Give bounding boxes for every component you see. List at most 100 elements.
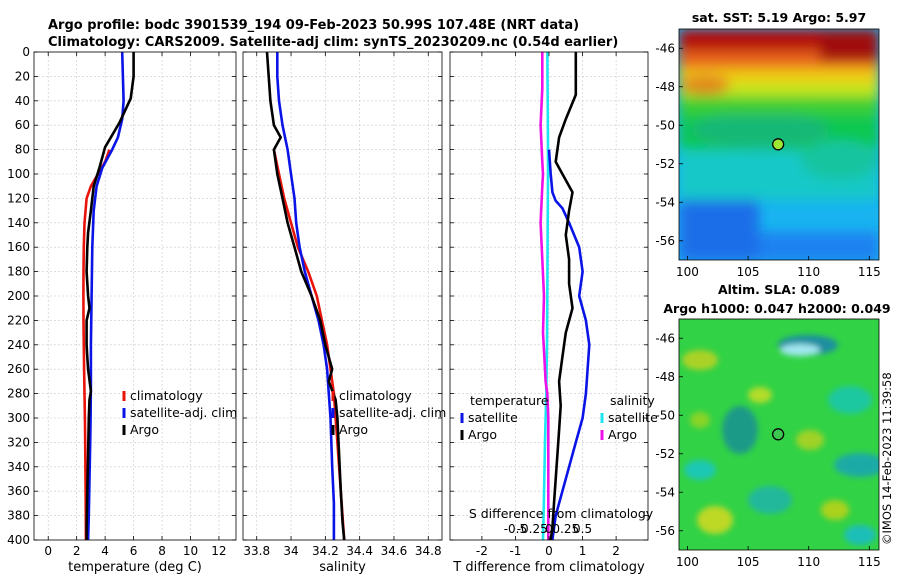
x-tick-label: 8	[158, 544, 166, 558]
x-tick-label: 4	[101, 544, 109, 558]
y-tick-label: 320	[7, 435, 30, 449]
x-tick-label: 34	[283, 544, 298, 558]
map-y-tick-label: -52	[655, 447, 675, 461]
x-tick-label: 1	[579, 544, 587, 558]
y-tick-label: 160	[7, 240, 30, 254]
x-tick-label: 6	[130, 544, 138, 558]
x-axis-label: temperature (deg C)	[68, 560, 202, 575]
y-tick-label: 0	[22, 45, 30, 59]
x-tick-label: 2	[73, 544, 81, 558]
legend-group-title: temperature	[470, 393, 549, 408]
temperature-panel: 0204060801001201401601802002202402602803…	[7, 45, 237, 575]
y-tick-label: 240	[7, 338, 30, 352]
y-tick-label: 100	[7, 167, 30, 181]
legend-label: Argo	[608, 427, 637, 442]
legend-label: satellite	[468, 410, 518, 425]
map-y-tick-label: -46	[655, 41, 675, 55]
map-y-tick-label: -48	[655, 370, 675, 384]
sst-map-panel: sat. SST: 5.19 Argo: 5.97 100 105 110 115 -4…	[655, 10, 880, 279]
y-tick-label: 340	[7, 460, 30, 474]
map-x-tick-label: 100	[676, 265, 699, 279]
sst-map-title: sat. SST: 5.19 Argo: 5.97	[692, 10, 866, 25]
x-tick-label: 10	[183, 544, 198, 558]
secondary-x-axis-label: S difference from climatology	[469, 506, 654, 521]
map-x-tick-label: 100	[676, 555, 699, 569]
x-tick-label: 0	[545, 544, 553, 558]
x-tick-label: 34.8	[415, 544, 442, 558]
sla-map-panel: Altim. SLA: 0.089 Argo h1000: 0.047 h200…	[655, 282, 890, 569]
x-tick-label: 2	[612, 544, 620, 558]
legend-label: satellite	[608, 410, 658, 425]
y-tick-label: 80	[15, 143, 30, 157]
map-y-tick-label: -54	[655, 195, 675, 209]
secondary-x-tick-label: 0	[545, 522, 553, 536]
legend-label: satellite-adj. clim	[130, 405, 237, 420]
series-line-argo	[265, 51, 346, 541]
y-tick-label: 120	[7, 191, 30, 205]
sla-map-subtitle: Argo h1000: 0.047 h2000: 0.049	[663, 301, 890, 316]
series-line-climatology	[82, 149, 111, 541]
y-tick-label: 380	[7, 509, 30, 523]
header-line-1: Argo profile: bodc 3901539_194 09-Feb-20…	[48, 18, 579, 33]
series-line-satellite-adj-clim	[275, 52, 336, 540]
imos-watermark: ©IMOS 14-Feb-2023 11:39:58	[880, 372, 894, 545]
x-axis-label: T difference from climatology	[452, 560, 645, 575]
y-tick-label: 20	[15, 69, 30, 83]
x-tick-label: 33.8	[243, 544, 270, 558]
y-tick-label: 60	[15, 118, 30, 132]
y-tick-label: 400	[7, 533, 30, 547]
x-tick-label: 34.6	[381, 544, 408, 558]
series-line-argo	[85, 52, 135, 540]
legend-label: Argo	[468, 427, 497, 442]
y-tick-label: 180	[7, 265, 30, 279]
x-tick-label: 0	[44, 544, 52, 558]
y-tick-label: 280	[7, 387, 30, 401]
salinity-panel: 33.8 34 34.2 34.4 34.6 34.8 salinity climatolog…	[242, 51, 446, 575]
secondary-x-tick-label: -0.5	[504, 522, 527, 536]
y-tick-label: 220	[7, 313, 30, 327]
series-line-temperature-satellite	[547, 149, 591, 541]
map-x-tick-label: 110	[797, 265, 820, 279]
map-y-tick-label: -50	[655, 408, 675, 422]
map-y-tick-label: -52	[655, 157, 675, 171]
x-tick-label: 34.2	[312, 544, 339, 558]
y-tick-label: 360	[7, 484, 30, 498]
legend-label: climatology	[339, 388, 412, 403]
difference-panel: -2 -1 0 1 2 T difference from climatology temp…	[449, 51, 658, 575]
map-y-tick-label: -56	[655, 524, 675, 538]
map-x-tick-label: 115	[858, 265, 881, 279]
sla-map-title: Altim. SLA: 0.089	[718, 282, 840, 297]
header-line-2: Climatology: CARS2009. Satellite-adj cli…	[48, 35, 618, 50]
y-tick-label: 300	[7, 411, 30, 425]
legend-group-title: salinity	[610, 393, 655, 408]
x-tick-label: -1	[509, 544, 521, 558]
legend-label: climatology	[130, 388, 203, 403]
map-y-tick-label: -56	[655, 234, 675, 248]
map-x-tick-label: 105	[737, 555, 760, 569]
map-y-tick-label: -46	[655, 331, 675, 345]
secondary-x-tick-label: 0.5	[573, 522, 592, 536]
y-tick-label: 260	[7, 362, 30, 376]
legend-label: satellite-adj. clim	[339, 405, 446, 420]
y-tick-label: 40	[15, 94, 30, 108]
map-y-tick-label: -48	[655, 80, 675, 94]
legend-label: Argo	[130, 422, 159, 437]
map-y-tick-label: -54	[655, 485, 675, 499]
map-x-tick-label: 115	[858, 555, 881, 569]
y-tick-label: 140	[7, 216, 30, 230]
secondary-x-tick-label: 0.25	[552, 522, 579, 536]
x-tick-label: 34.4	[346, 544, 373, 558]
y-tick-label: 200	[7, 289, 30, 303]
series-line-temperature-argo	[549, 52, 578, 541]
x-tick-label: -2	[476, 544, 488, 558]
series-line-salinity-satellite	[541, 51, 550, 541]
x-axis-label: salinity	[319, 560, 366, 575]
x-tick-label: 12	[211, 544, 226, 558]
map-x-tick-label: 105	[737, 265, 760, 279]
series-line-salinity-argo	[539, 52, 550, 540]
legend-label: Argo	[339, 422, 368, 437]
argo-position-marker-sla	[772, 428, 785, 441]
map-y-tick-label: -50	[655, 118, 675, 132]
argo-position-marker-sst	[772, 138, 785, 151]
